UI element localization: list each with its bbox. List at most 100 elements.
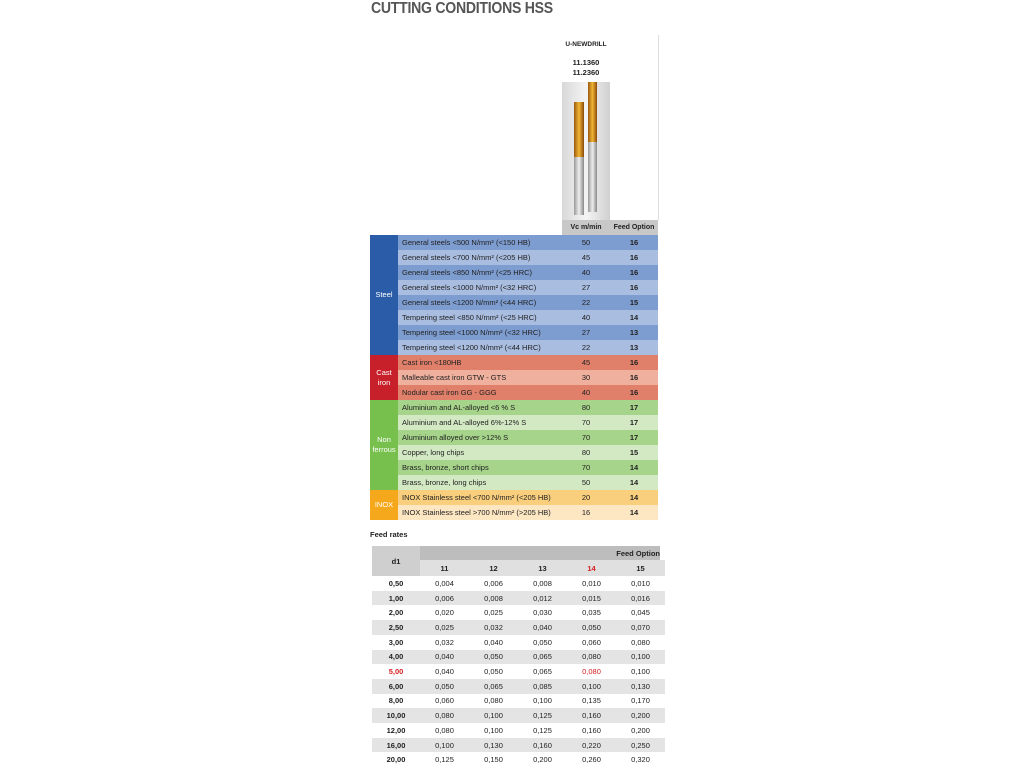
feed-rate: 0,100	[616, 649, 665, 665]
feed-column: 13	[518, 560, 567, 576]
d1-value: 16,00	[372, 737, 420, 753]
feed-rate: 0,065	[469, 678, 518, 694]
column-header: Feed Option	[610, 220, 658, 235]
feed-option: 16	[610, 355, 658, 370]
feed-column: 15	[616, 560, 665, 576]
group-label: INOX	[370, 490, 398, 520]
feed-rate: 0,032	[469, 620, 518, 635]
tool-image	[574, 82, 597, 215]
feed-option: 15	[610, 445, 658, 460]
cutting-speed: 70	[562, 415, 610, 430]
group-label: Non ferrous	[370, 400, 398, 490]
tool-name: U-NEWDRILL	[565, 40, 607, 48]
feed-rate: 0,020	[420, 605, 469, 621]
d1-header: d1	[372, 546, 420, 576]
material: Tempering steel <1000 N/mm² (<32 HRC)	[398, 325, 562, 340]
d1-value: 2,50	[372, 620, 420, 635]
feed-rate: 0,100	[567, 678, 616, 694]
material: Malleable cast iron GTW - GTS	[398, 370, 562, 385]
material: Brass, bronze, short chips	[398, 460, 562, 475]
feed-rate: 0,006	[469, 576, 518, 591]
feed-rate: 0,050	[567, 620, 616, 635]
d1-value: 6,00	[372, 678, 420, 694]
feed-rate: 0,030	[518, 605, 567, 621]
d1-value: 5,00	[372, 664, 420, 679]
material: Aluminium and AL-alloyed 6%-12% S	[398, 415, 562, 430]
material: INOX Stainless steel >700 N/mm² (>205 HB…	[398, 505, 562, 520]
material: Cast iron <180HB	[398, 355, 562, 370]
feed-option: 16	[610, 280, 658, 295]
material: Aluminium and AL-alloyed <6 % S	[398, 400, 562, 415]
feed-rate: 0,100	[616, 664, 665, 679]
material: Tempering steel <850 N/mm² (<25 HRC)	[398, 310, 562, 325]
feed-option: 14	[610, 460, 658, 475]
group-label: Cast iron	[370, 355, 398, 400]
feed-rate: 0,025	[420, 620, 469, 635]
group-header: Feed Option	[420, 546, 660, 560]
feed-rate: 0,250	[616, 737, 665, 753]
feed-rate: 0,080	[567, 664, 616, 679]
material: General steels <500 N/mm² (<150 HB)	[398, 235, 562, 250]
feed-rate: 0,065	[518, 664, 567, 679]
material: INOX Stainless steel <700 N/mm² (<205 HB…	[398, 490, 562, 505]
feed-option: 16	[610, 265, 658, 280]
feed-option: 13	[610, 340, 658, 355]
feed-rate: 0,125	[420, 752, 469, 768]
feed-rate: 0,025	[469, 605, 518, 621]
cutting-speed: 40	[562, 310, 610, 325]
feed-rate: 0,010	[616, 576, 665, 591]
feed-rate: 0,040	[420, 664, 469, 679]
feed-rate: 0,060	[420, 693, 469, 709]
feed-option: 13	[610, 325, 658, 340]
feed-rate: 0,160	[567, 723, 616, 738]
feed-rate: 0,100	[518, 693, 567, 709]
feed-column: 14	[567, 560, 616, 576]
d1-value: 0,50	[372, 576, 420, 591]
feed-column: 12	[469, 560, 518, 576]
tool-image-bg	[562, 82, 610, 220]
cutting-speed: 80	[562, 445, 610, 460]
feed-rate: 0,035	[567, 605, 616, 621]
cutting-speed: 50	[562, 235, 610, 250]
feed-option: 16	[610, 235, 658, 250]
feed-rate: 0,008	[469, 590, 518, 606]
feed-rate: 0,080	[469, 693, 518, 709]
feed-rate: 0,010	[567, 576, 616, 591]
feed-rate: 0,160	[518, 737, 567, 753]
drill-flute	[588, 82, 597, 142]
material: Aluminium alloyed over >12% S	[398, 430, 562, 445]
feed-rate: 0,060	[567, 634, 616, 650]
feed-rate: 0,065	[518, 649, 567, 665]
cutting-speed: 40	[562, 265, 610, 280]
feed-rate: 0,032	[420, 634, 469, 650]
feed-option: 14	[610, 475, 658, 490]
feed-option: 17	[610, 400, 658, 415]
feed-rate: 0,200	[616, 723, 665, 738]
column-header: Vc m/min	[562, 220, 610, 235]
drill-shank	[588, 142, 597, 212]
d1-value: 10,00	[372, 708, 420, 723]
feed-rate: 0,050	[469, 649, 518, 665]
section-title: Feed rates	[370, 529, 408, 539]
feed-option: 16	[610, 250, 658, 265]
feed-column: 11	[420, 560, 469, 576]
feed-rate: 0,015	[567, 590, 616, 606]
cutting-speed: 40	[562, 385, 610, 400]
feed-rate: 0,220	[567, 737, 616, 753]
feed-rate: 0,050	[518, 634, 567, 650]
feed-rate: 0,125	[518, 723, 567, 738]
d1-value: 1,00	[372, 590, 420, 606]
cutting-speed: 70	[562, 430, 610, 445]
d1-value: 20,00	[372, 752, 420, 768]
cutting-speed: 45	[562, 355, 610, 370]
feed-rate: 0,080	[420, 708, 469, 723]
feed-option: 16	[610, 370, 658, 385]
feed-rate: 0,040	[518, 620, 567, 635]
cutting-speed: 20	[562, 490, 610, 505]
group-label: Steel	[370, 235, 398, 355]
feed-rate: 0,100	[469, 708, 518, 723]
cutting-speed: 50	[562, 475, 610, 490]
cutting-speed: 80	[562, 400, 610, 415]
material: General steels <1000 N/mm² (<32 HRC)	[398, 280, 562, 295]
